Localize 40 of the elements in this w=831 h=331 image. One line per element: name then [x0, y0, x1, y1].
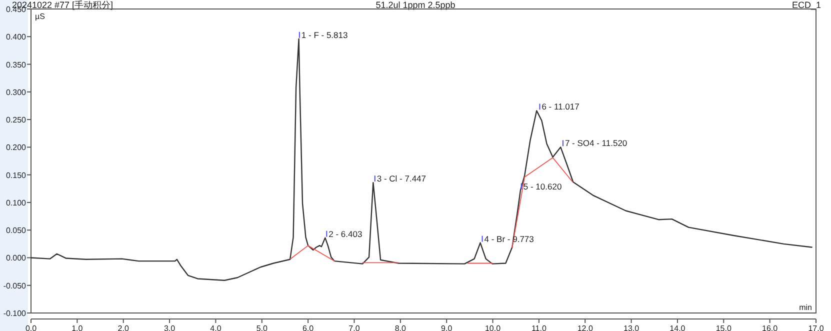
- x-tick-label: 7.0: [348, 324, 360, 331]
- x-tick-label: 10.0: [484, 324, 502, 331]
- x-tick-label: 9.0: [441, 324, 453, 331]
- x-tick-label: 13.0: [624, 324, 640, 331]
- y-tick-label: 0.200: [6, 143, 27, 152]
- y-tick-label: 0.000: [6, 254, 27, 263]
- y-tick-label: -0.050: [3, 281, 27, 290]
- chart-subtitle: 51.2ul 1ppm 2.5ppb: [376, 0, 456, 10]
- x-tick-label: 5.0: [256, 324, 268, 331]
- y-tick-label: -0.100: [3, 309, 27, 318]
- y-axis-title: µS: [35, 12, 45, 21]
- x-tick-label: 17.0: [808, 324, 824, 331]
- x-tick-label: 11.0: [531, 324, 547, 331]
- x-tick-label: 12.0: [577, 324, 594, 331]
- x-tick-label: 6.0: [302, 324, 314, 331]
- annotation: 1 - F - 5.813: [301, 30, 348, 40]
- y-tick-label: 0.350: [6, 60, 27, 70]
- x-tick-label: 14.0: [670, 324, 686, 331]
- line-series: [512, 157, 574, 248]
- x-tick-label: 1.0: [72, 324, 84, 331]
- x-axis-title: min: [799, 303, 812, 312]
- x-tick-label: 3.0: [164, 324, 176, 331]
- x-tick-label: 4.0: [210, 324, 222, 331]
- annotation: 3 - Cl - 7.447: [376, 174, 426, 184]
- x-tick-label: 8.0: [394, 324, 407, 331]
- x-tick-label: 16.0: [762, 324, 778, 331]
- line-series: [30, 38, 812, 281]
- y-tick-label: 0.100: [6, 198, 27, 208]
- annotation: 6 - 11.017: [542, 102, 580, 112]
- y-tick-label: 0.250: [6, 116, 27, 125]
- y-tick-label: 0.150: [6, 170, 27, 180]
- x-tick-label: 2.0: [118, 324, 130, 331]
- y-tick-label: 0.300: [6, 88, 27, 97]
- x-tick-label: 0.0: [25, 324, 38, 331]
- y-tick-label: 0.050: [6, 226, 27, 236]
- annotation: 7 - SO4 - 11.520: [564, 138, 628, 148]
- x-tick-label: 15.0: [716, 324, 732, 331]
- annotation: 2 - 6.403: [328, 228, 362, 239]
- y-tick-label: 0.400: [6, 32, 27, 42]
- annotation: 5 - 10.620: [523, 181, 562, 192]
